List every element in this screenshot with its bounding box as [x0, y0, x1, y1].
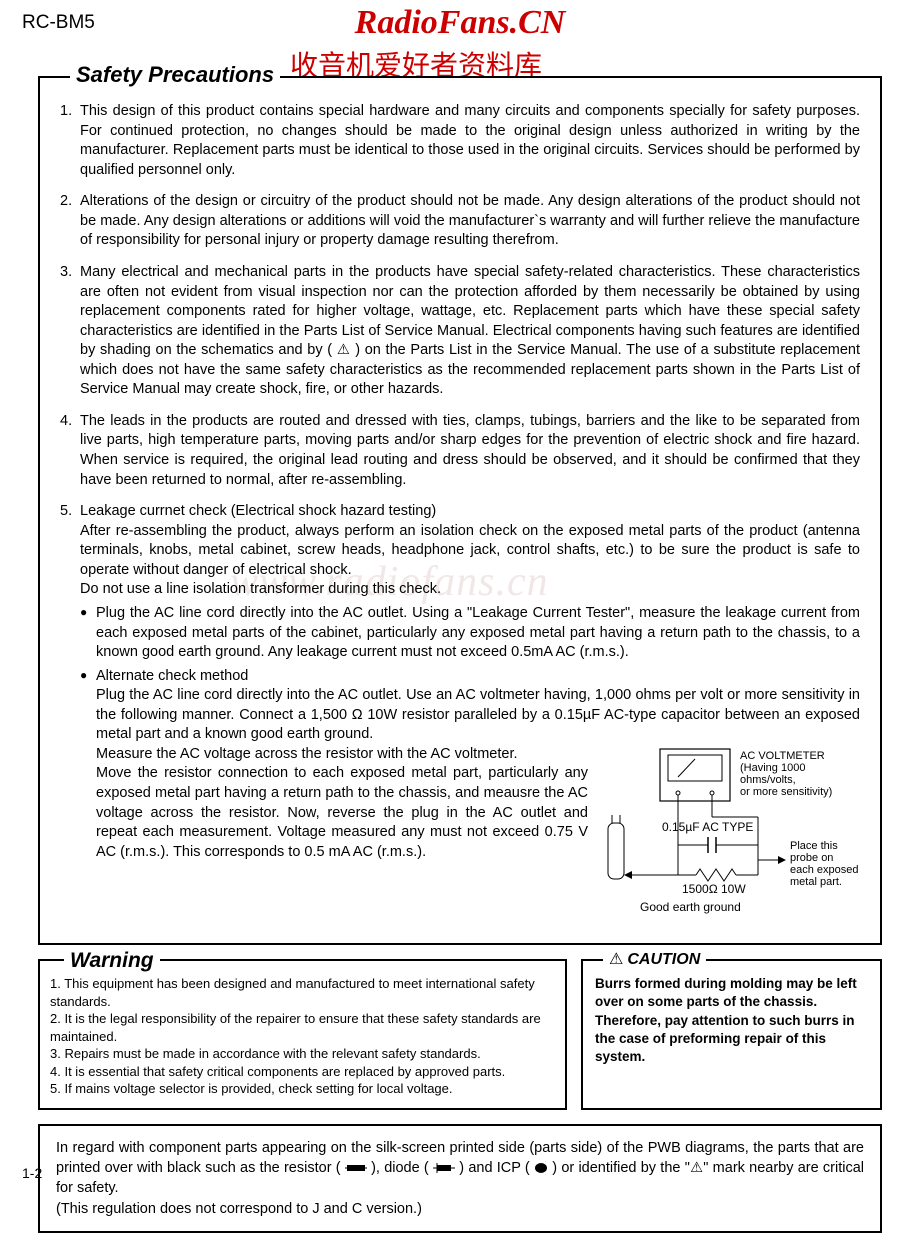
site-brand: RadioFans.CN	[0, 4, 920, 42]
safety-item-3: 3.Many electrical and mechanical parts i…	[60, 263, 860, 400]
svg-text:1500Ω 10W: 1500Ω 10W	[682, 882, 746, 896]
icp-icon	[534, 1162, 548, 1174]
safety-item-2-text: Alterations of the design or circuitry o…	[80, 193, 860, 248]
safety-item-1: 1.This design of this product contains s…	[60, 102, 860, 180]
safety-item-2: 2.Alterations of the design or circuitry…	[60, 192, 860, 251]
svg-text:Place this: Place this	[790, 840, 838, 852]
pwb-note-para2: (This regulation does not correspond to …	[56, 1199, 864, 1219]
safety-item-5-title: Leakage currnet check (Electrical shock …	[80, 503, 436, 519]
alt-check-para1: Plug the AC line cord directly into the …	[96, 686, 860, 745]
warning-item-1: 1. This equipment has been designed and …	[50, 975, 555, 1010]
warning-title: Warning	[64, 947, 160, 975]
svg-text:0.15µF AC TYPE: 0.15µF AC TYPE	[662, 820, 753, 834]
svg-text:or more sensitivity): or more sensitivity)	[740, 786, 832, 798]
page-number: 1-2	[22, 1165, 42, 1181]
svg-text:each exposed: each exposed	[790, 864, 859, 876]
pwb-note-box: In regard with component parts appearing…	[38, 1124, 882, 1233]
warning-item-2: 2. It is the legal responsibility of the…	[50, 1010, 555, 1045]
safety-item-4: 4.The leads in the products are routed a…	[60, 412, 860, 490]
safety-item-3-text: Many electrical and mechanical parts in …	[80, 264, 860, 397]
warning-box: Warning 1. This equipment has been desig…	[38, 959, 567, 1110]
svg-text:Good earth ground: Good earth ground	[640, 900, 741, 914]
safety-bullet-1: Plug the AC line cord directly into the …	[80, 604, 860, 663]
svg-text:(Having 1000: (Having 1000	[740, 762, 805, 774]
diode-icon	[433, 1163, 455, 1173]
svg-text:ohms/volts,: ohms/volts,	[740, 774, 796, 786]
svg-text:AC VOLTMETER: AC VOLTMETER	[740, 750, 825, 762]
pwb-note-para1: In regard with component parts appearing…	[56, 1138, 864, 1199]
safety-item-4-text: The leads in the products are routed and…	[80, 413, 860, 488]
caution-text: Burrs formed during molding may be left …	[595, 975, 868, 1066]
alt-check-title: Alternate check method	[96, 667, 860, 687]
warning-item-3: 3. Repairs must be made in accordance wi…	[50, 1045, 555, 1063]
caution-box: ⚠CAUTION Burrs formed during molding may…	[581, 959, 882, 1110]
safety-list: 1.This design of this product contains s…	[60, 102, 860, 919]
warning-item-5: 5. If mains voltage selector is provided…	[50, 1080, 555, 1098]
safety-item-5-intro: After re-assembling the product, always …	[80, 522, 860, 600]
circuit-diagram: AC VOLTMETER (Having 1000 ohms/volts, or…	[600, 745, 860, 919]
resistor-icon	[345, 1163, 367, 1173]
svg-text:metal part.: metal part.	[790, 876, 842, 888]
alt-check-para2: Measure the AC voltage across the resist…	[96, 745, 588, 862]
svg-text:probe on: probe on	[790, 852, 833, 864]
caution-title: ⚠CAUTION	[603, 949, 706, 971]
safety-title: Safety Precautions	[70, 62, 280, 88]
safety-item-5: 5. Leakage currnet check (Electrical sho…	[60, 502, 860, 919]
safety-bullet-2: Alternate check method Plug the AC line …	[80, 667, 860, 919]
safety-precautions-box: Safety Precautions 1.This design of this…	[38, 76, 882, 945]
warning-item-4: 4. It is essential that safety critical …	[50, 1063, 555, 1081]
safety-item-1-text: This design of this product contains spe…	[80, 103, 860, 178]
